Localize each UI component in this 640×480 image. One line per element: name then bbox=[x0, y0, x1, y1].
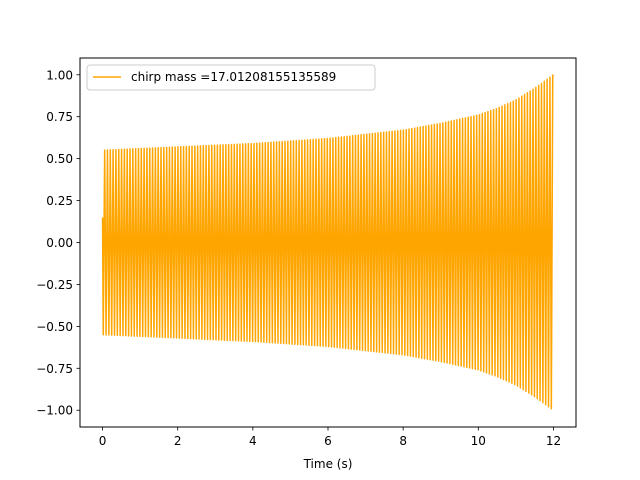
x-axis: 0 2 4 6 8 10 12 bbox=[99, 427, 561, 448]
legend-box bbox=[86, 64, 376, 91]
x-axis-label: Time (s) bbox=[303, 457, 353, 471]
x-tick-label: 0 bbox=[99, 434, 107, 448]
legend-label: chirp mass =17.01208155135589 bbox=[131, 70, 336, 84]
y-tick-label: 0.00 bbox=[46, 236, 73, 250]
y-tick-label: −0.25 bbox=[36, 278, 73, 292]
legend: chirp mass =17.01208155135589 bbox=[86, 64, 376, 91]
y-tick-label: −0.75 bbox=[36, 362, 73, 376]
x-tick-label: 6 bbox=[324, 434, 332, 448]
y-axis: −1.00 −0.75 −0.50 −0.25 0.00 0.25 0.50 0.75 1.00 bbox=[36, 68, 80, 418]
y-tick-label: −1.00 bbox=[36, 404, 73, 418]
x-tick-label: 10 bbox=[471, 434, 486, 448]
series-line bbox=[101, 74, 554, 410]
y-tick-label: 0.25 bbox=[46, 194, 73, 208]
x-tick-label: 2 bbox=[174, 434, 182, 448]
y-tick-label: 0.50 bbox=[46, 152, 73, 166]
x-tick-label: 12 bbox=[546, 434, 561, 448]
series-layer bbox=[101, 74, 554, 410]
x-tick-label: 4 bbox=[249, 434, 257, 448]
y-tick-label: 0.75 bbox=[46, 110, 73, 124]
y-tick-label: −0.50 bbox=[36, 320, 73, 334]
x-tick-label: 8 bbox=[399, 434, 407, 448]
y-tick-label: 1.00 bbox=[46, 68, 73, 82]
